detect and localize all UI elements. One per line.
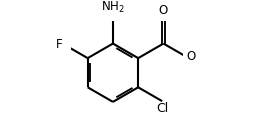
Text: O: O [159, 4, 168, 17]
Text: F: F [55, 38, 62, 51]
Text: NH$_2$: NH$_2$ [101, 0, 125, 15]
Text: Cl: Cl [156, 102, 168, 115]
Text: O: O [187, 50, 196, 63]
